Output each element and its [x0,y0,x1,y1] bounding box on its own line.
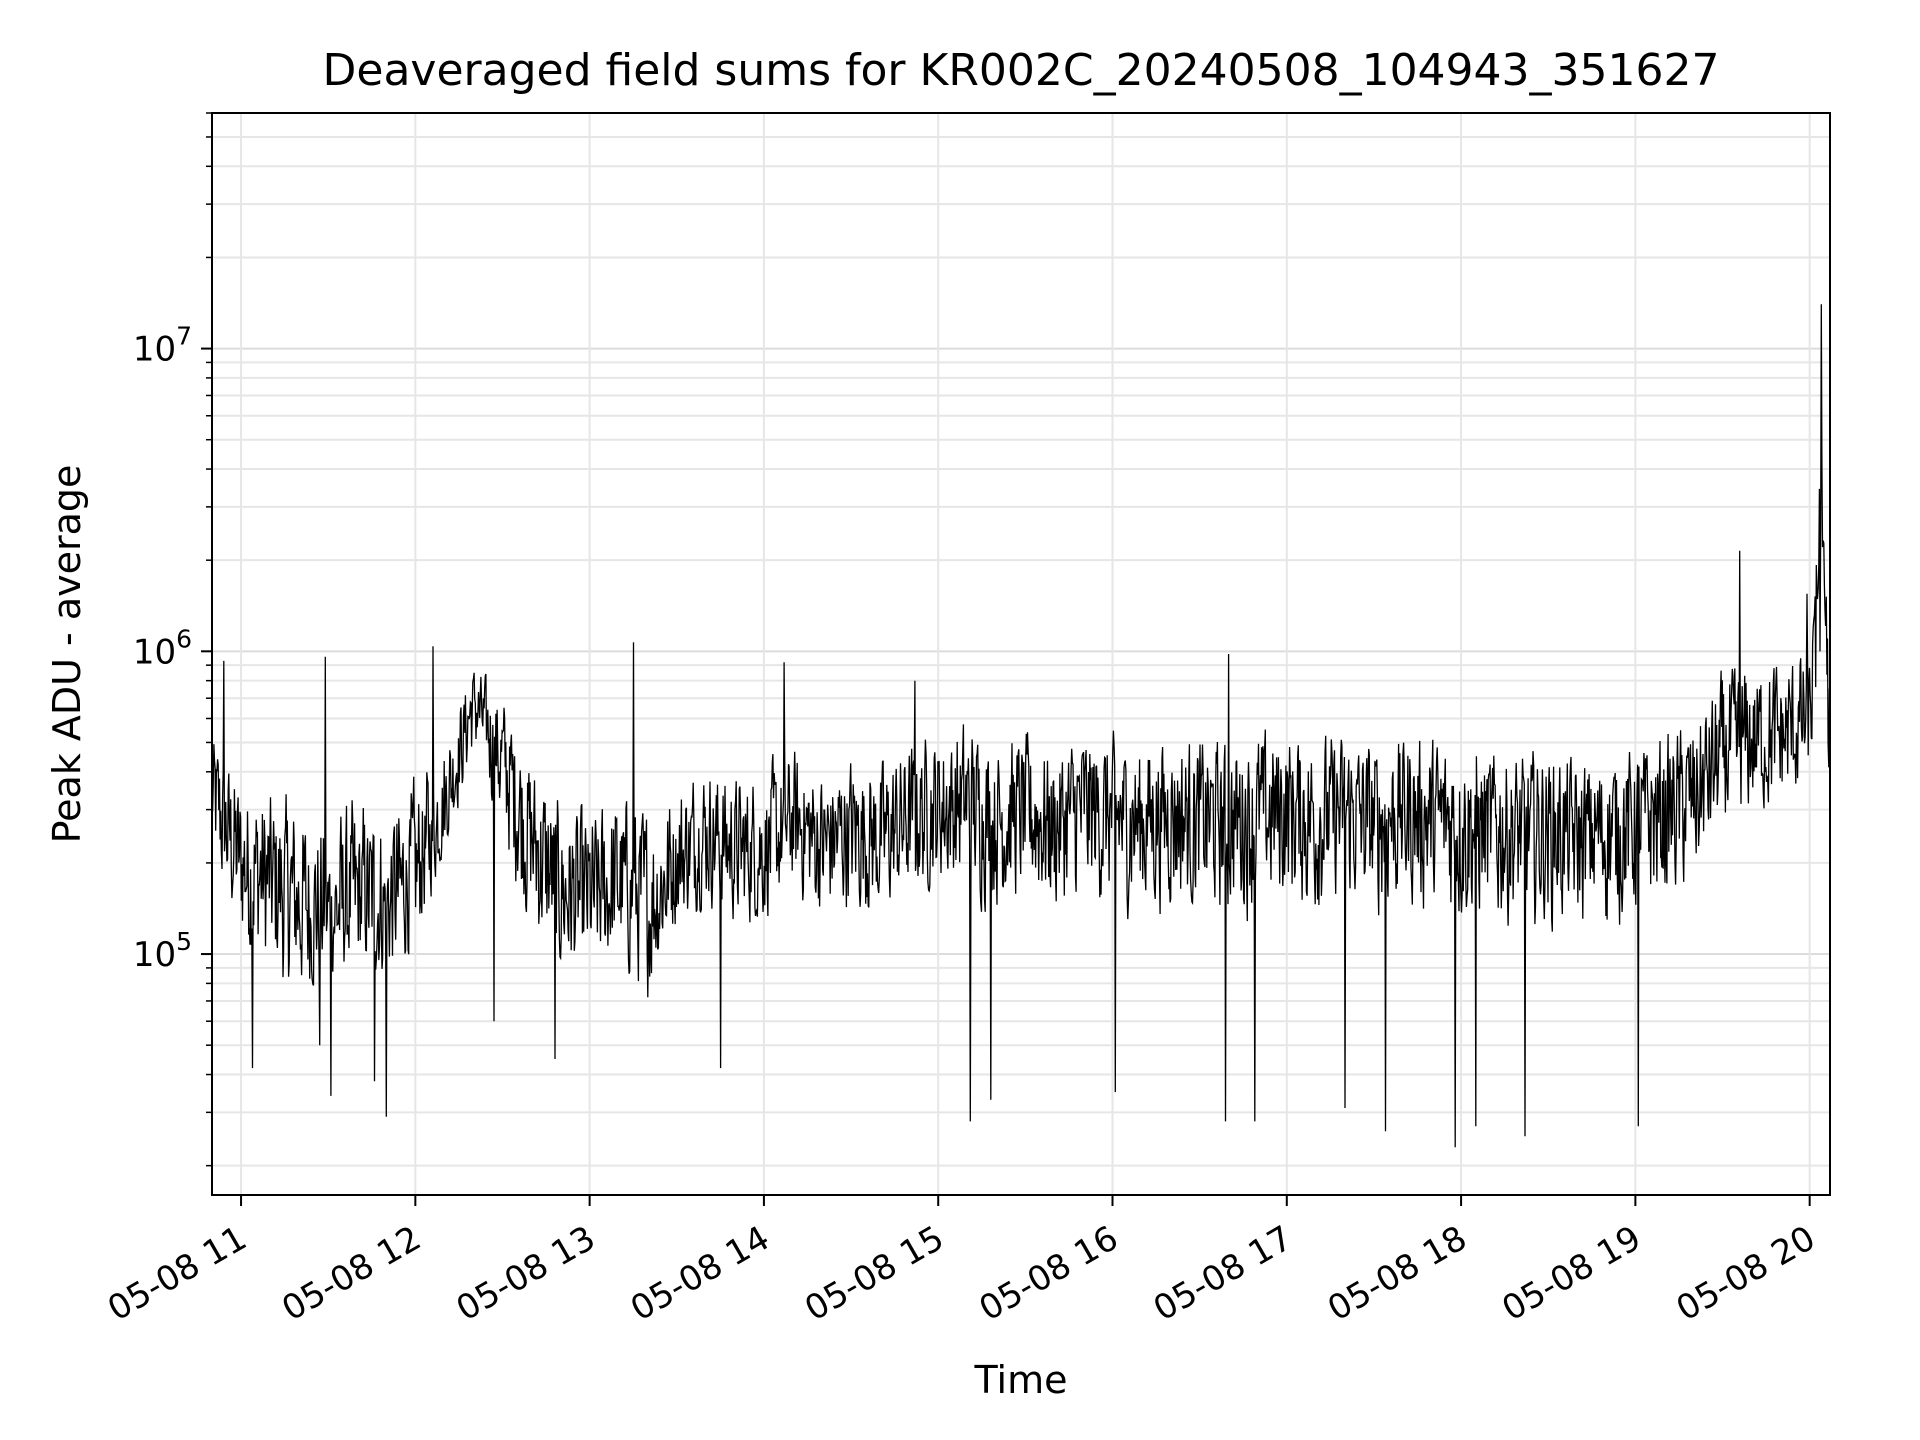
y-axis-ticks: 105 106 107 [133,112,212,1167]
y-tick-label: 107 [133,322,192,370]
y-tick-label: 106 [133,624,192,672]
y-tick-label: 105 [133,927,192,975]
plot-line [211,304,1831,1148]
y-axis-label: Peak ADU - average [45,465,89,844]
series-line [211,304,1831,1148]
plot-frame [211,112,1831,1196]
chart-title: Deaveraged field sums for KR002C_2024050… [323,45,1720,96]
grid-major [212,113,1830,1195]
x-axis-label: Time [974,1358,1068,1402]
